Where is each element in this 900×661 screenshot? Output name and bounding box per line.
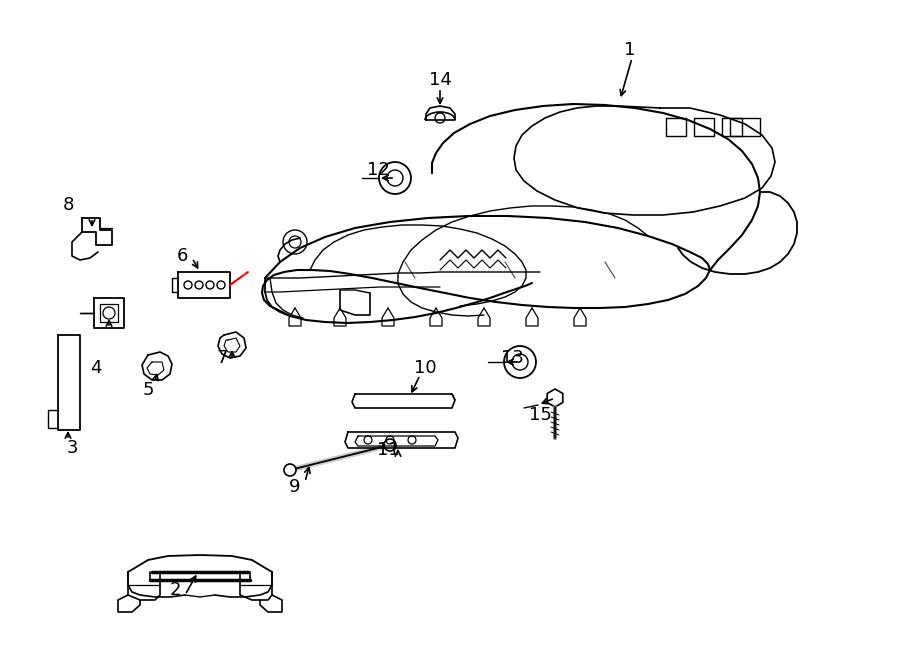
Circle shape bbox=[384, 439, 396, 451]
Text: 12: 12 bbox=[366, 161, 390, 179]
Text: 4: 4 bbox=[90, 359, 102, 377]
Text: 9: 9 bbox=[289, 478, 301, 496]
Text: 3: 3 bbox=[67, 439, 77, 457]
Text: 8: 8 bbox=[62, 196, 74, 214]
Text: 7: 7 bbox=[216, 349, 228, 367]
Text: 1: 1 bbox=[625, 41, 635, 59]
Text: 13: 13 bbox=[500, 349, 524, 367]
Text: 11: 11 bbox=[376, 441, 400, 459]
Text: 2: 2 bbox=[169, 581, 181, 599]
Circle shape bbox=[284, 464, 296, 476]
Text: 6: 6 bbox=[176, 247, 188, 265]
Text: 14: 14 bbox=[428, 71, 452, 89]
Text: 15: 15 bbox=[528, 406, 552, 424]
Text: 5: 5 bbox=[142, 381, 154, 399]
Text: 10: 10 bbox=[414, 359, 436, 377]
